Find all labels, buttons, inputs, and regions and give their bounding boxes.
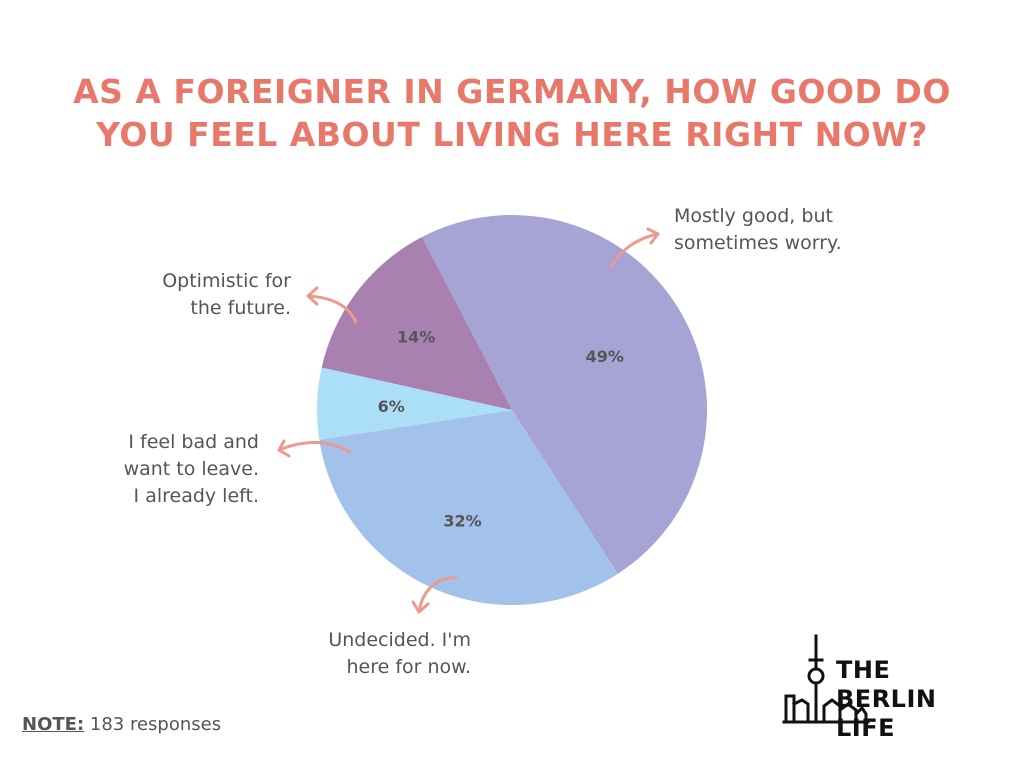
slice-value-label: 14% — [397, 327, 435, 346]
chart-title-line-1: AS A FOREIGNER IN GERMANY, HOW GOOD DO — [73, 72, 951, 111]
slice-value-label: 6% — [378, 397, 405, 416]
tv-tower-skyline-icon — [782, 634, 870, 724]
pie-slice — [321, 237, 512, 410]
berlin-life-logo: THE BERLIN LIFE — [782, 634, 992, 742]
label-optimistic: Optimistic for the future. — [162, 270, 291, 319]
slice-value-label: 32% — [443, 511, 481, 530]
label-feel-bad: I feel bad and want to leave. I already … — [123, 431, 259, 507]
note-text: 183 responses — [89, 714, 222, 735]
note-label: NOTE: — [22, 714, 85, 735]
note: NOTE: 183 responses — [22, 714, 221, 735]
chart-title: AS A FOREIGNER IN GERMANY, HOW GOOD DO Y… — [0, 70, 1024, 156]
pie-slice — [319, 410, 618, 605]
arrow-undecided — [411, 575, 458, 614]
slice-value-label: 49% — [586, 347, 624, 366]
arrow-mostly-good — [610, 227, 660, 268]
arrow-optimistic — [306, 286, 358, 324]
label-undecided: Undecided. I'm here for now. — [328, 629, 471, 678]
pie-slice — [421, 214, 708, 574]
arrow-feel-bad — [277, 439, 352, 458]
pie-slice — [317, 367, 512, 440]
chart-title-line-2: YOU FEEL ABOUT LIVING HERE RIGHT NOW? — [96, 115, 928, 154]
logo-text: THE BERLIN LIFE — [836, 656, 937, 742]
label-mostly-good: Mostly good, but sometimes worry. — [674, 205, 842, 254]
